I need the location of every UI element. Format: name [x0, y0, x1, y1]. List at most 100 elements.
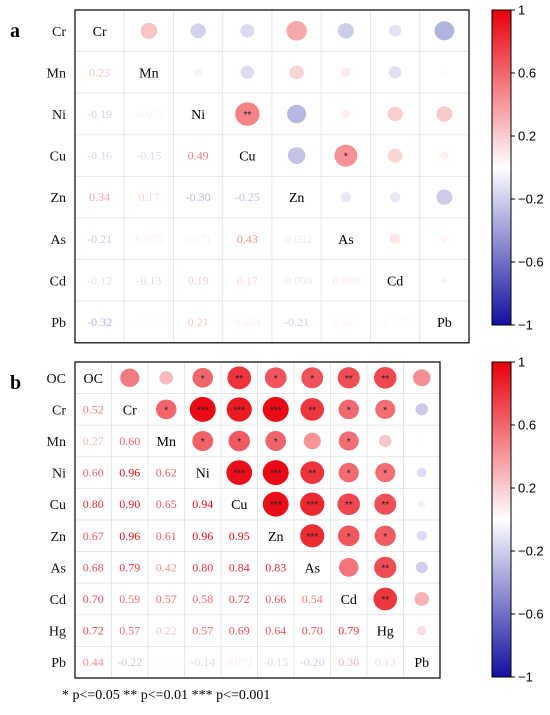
colorbar-tick-label: −0.6: [518, 607, 544, 622]
significance-mark: **: [381, 563, 389, 574]
grid-cell: [74, 9, 125, 52]
coef-label: 0.098: [332, 273, 359, 287]
grid-cell: [222, 134, 273, 177]
grid-cell: [220, 582, 258, 616]
coef-label: -0.092: [281, 232, 312, 246]
grid-cell: [173, 92, 224, 136]
coef-label: -0.13: [136, 273, 161, 287]
significance-mark: *: [344, 152, 348, 163]
grid-border: [74, 361, 441, 679]
coef-circle: [265, 431, 287, 451]
coef-label: 0.96: [192, 529, 213, 543]
diagonal-label-pb: Pb: [437, 316, 452, 331]
coef-label: 0.34: [89, 190, 110, 204]
coef-circle: [301, 367, 324, 389]
grid-cell: [293, 614, 331, 647]
row-label-cr: Cr: [52, 25, 66, 40]
grid-cell: [123, 92, 174, 136]
grid-cell: [147, 551, 185, 584]
grid-cell: [271, 300, 322, 344]
coef-label: 0.83: [265, 560, 286, 574]
significance-mark: *: [347, 405, 351, 416]
colorbar-tick-label: −1: [518, 670, 533, 685]
significance-mark: *: [347, 437, 351, 448]
grid-cell: [330, 646, 368, 679]
grid-cell: [123, 51, 174, 94]
coef-circle: [341, 109, 351, 119]
coef-label: 0.17: [237, 273, 258, 287]
grid-cell: [293, 582, 331, 616]
significance-mark: *: [347, 469, 351, 480]
coef-circle: [228, 430, 250, 452]
coef-circle: [337, 493, 361, 516]
coef-circle: [374, 525, 396, 546]
coef-circle: [226, 460, 253, 485]
grid-cell: [147, 519, 185, 553]
grid-cell: [111, 424, 149, 458]
coef-label: 0.19: [188, 273, 209, 287]
grid-cell: [220, 646, 258, 679]
grid-cell: [320, 92, 371, 136]
grid-cell: [111, 519, 149, 553]
coef-circle: [192, 430, 214, 452]
row-label-ni: Ni: [52, 467, 66, 482]
coef-label: 0.59: [119, 592, 140, 606]
significance-mark: **: [243, 110, 251, 121]
coef-label: -0.037: [380, 315, 411, 329]
coef-circle: [140, 22, 158, 39]
coef-label: 0.52: [83, 402, 104, 416]
significance-mark: **: [381, 374, 389, 385]
coef-label: 0.60: [119, 434, 140, 448]
coef-circle: [262, 460, 289, 486]
coef-label: 0.84: [229, 560, 250, 574]
coef-circle: [416, 467, 427, 478]
grid-cell: [74, 646, 112, 679]
row-label-hg: Hg: [49, 625, 66, 640]
coef-label: -0.19: [87, 107, 112, 121]
coef-circle: [379, 435, 392, 447]
coef-circle: [436, 106, 453, 122]
coef-circle: [434, 21, 455, 41]
grid-cell: [257, 582, 295, 616]
coef-label: 0.43: [237, 232, 258, 246]
coef-label: 0.65: [156, 497, 177, 511]
diagonal-label-cu: Cu: [231, 498, 247, 513]
significance-mark: *: [310, 374, 314, 385]
coef-circle: [192, 367, 214, 388]
coef-label: -0.25: [235, 190, 260, 204]
significance-mark: **: [308, 469, 316, 480]
significance-mark: **: [381, 500, 389, 511]
grid-cell: [271, 175, 322, 219]
significance-mark: **: [381, 595, 389, 606]
coef-label: 0.57: [119, 624, 140, 638]
diagonal-label-cr: Cr: [93, 25, 107, 40]
row-label-as: As: [50, 561, 66, 576]
coef-label: 0.011: [153, 655, 180, 669]
grid-cell: [271, 259, 322, 302]
significance-mark: *: [201, 437, 205, 448]
coef-label: 0.72: [83, 624, 104, 638]
coef-circle: [337, 525, 360, 547]
grid-cell: [320, 217, 371, 260]
coef-circle: [341, 67, 351, 78]
coef-circle: [159, 371, 174, 385]
coef-label: 0.70: [83, 592, 104, 606]
coef-circle: [289, 65, 304, 80]
coef-circle: [416, 626, 427, 636]
coef-label: 0.96: [119, 529, 140, 543]
grid-cell: [173, 217, 224, 260]
coef-label: 0.23: [89, 65, 110, 79]
colorbar-tick-label: 0.6: [518, 66, 536, 81]
colorbar-tick-label: 0.2: [518, 129, 536, 144]
grid-cell: [111, 456, 149, 489]
grid-cell: [74, 259, 125, 302]
row-label-cd: Cd: [50, 274, 66, 289]
significance-mark: *: [383, 532, 387, 543]
grid-cell: [111, 582, 149, 616]
coef-circle: [436, 189, 453, 205]
coef-label: 0.79: [338, 624, 359, 638]
coef-label: -0.21: [87, 232, 112, 246]
grid-cell: [74, 551, 112, 584]
grid-cell: [293, 646, 331, 679]
